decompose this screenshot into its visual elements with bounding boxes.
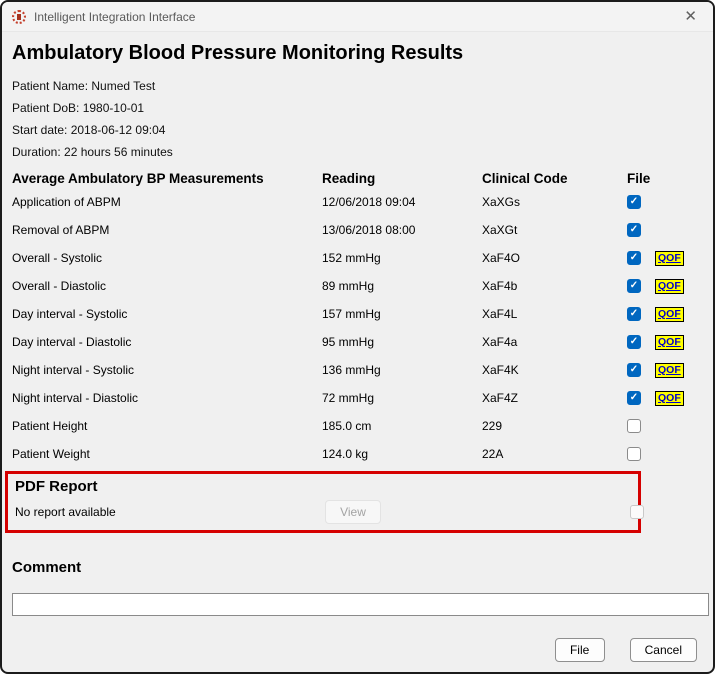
file-checkbox[interactable] (627, 419, 641, 433)
row-label: Night interval - Systolic (12, 363, 135, 377)
file-checkbox[interactable] (627, 195, 641, 209)
qof-badge: QOF (655, 306, 684, 322)
table-row: Day interval - Diastolic 95 mmHg XaF4a Q… (12, 328, 703, 356)
qof-badge: QOF (655, 250, 684, 266)
patient-name: Patient Name: Numed Test (12, 79, 156, 93)
comment-input[interactable] (12, 593, 709, 616)
row-file-cell: QOF (627, 250, 703, 266)
row-reading: 152 mmHg (322, 251, 381, 265)
row-reading: 13/06/2018 08:00 (322, 223, 416, 237)
pdf-report-section: PDF Report No report available View (5, 471, 644, 533)
col-clinical-code: Clinical Code (482, 170, 568, 186)
file-checkbox[interactable] (627, 363, 641, 377)
table-row: Day interval - Systolic 157 mmHg XaF4L Q… (12, 300, 703, 328)
row-clinical-code: XaF4L (482, 307, 518, 321)
row-reading: 136 mmHg (322, 363, 381, 377)
pdf-report-heading: PDF Report (15, 478, 98, 495)
table-header: Average Ambulatory BP Measurements Readi… (12, 168, 703, 188)
row-clinical-code: XaXGs (482, 195, 521, 209)
app-logo-icon (12, 9, 26, 24)
pdf-report-row: No report available View (15, 500, 644, 524)
table-row: Patient Weight 124.0 kg 22A (12, 440, 703, 468)
qof-badge: QOF (655, 362, 684, 378)
measurement-rows: Application of ABPM 12/06/2018 09:04 XaX… (12, 188, 703, 468)
table-row: Application of ABPM 12/06/2018 09:04 XaX… (12, 188, 703, 216)
row-file-cell (627, 447, 703, 461)
pdf-report-status: No report available (15, 505, 116, 519)
cancel-button[interactable]: Cancel (629, 638, 697, 662)
row-reading: 185.0 cm (322, 419, 372, 433)
col-file: File (627, 170, 651, 186)
qof-badge: QOF (655, 278, 684, 294)
file-checkbox[interactable] (627, 307, 641, 321)
row-file-cell (627, 419, 703, 433)
window-title: Intelligent Integration Interface (34, 9, 196, 24)
patient-info: Patient Name: Numed Test Patient DoB: 19… (12, 75, 703, 163)
row-file-cell: QOF (627, 306, 703, 322)
row-clinical-code: 22A (482, 447, 504, 461)
start-date: Start date: 2018-06-12 09:04 (12, 123, 166, 137)
qof-badge: QOF (655, 334, 684, 350)
file-checkbox[interactable] (627, 391, 641, 405)
row-file-cell (627, 223, 703, 237)
table-row: Night interval - Diastolic 72 mmHg XaF4Z… (12, 384, 703, 412)
duration: Duration: 22 hours 56 minutes (12, 145, 173, 159)
row-clinical-code: XaF4a (482, 335, 518, 349)
col-reading: Reading (322, 170, 376, 186)
row-label: Day interval - Systolic (12, 307, 128, 321)
qof-badge: QOF (655, 390, 684, 406)
comment-heading: Comment (12, 559, 82, 576)
row-file-cell: QOF (627, 390, 703, 406)
row-label: Night interval - Diastolic (12, 391, 139, 405)
row-label: Patient Height (12, 419, 88, 433)
file-checkbox[interactable] (627, 335, 641, 349)
row-label: Removal of ABPM (12, 223, 110, 237)
row-reading: 124.0 kg (322, 447, 369, 461)
close-icon[interactable]: ✕ (684, 8, 697, 25)
view-button[interactable]: View (325, 500, 381, 524)
patient-dob: Patient DoB: 1980-10-01 (12, 101, 145, 115)
file-checkbox[interactable] (627, 279, 641, 293)
row-file-cell: QOF (627, 334, 703, 350)
file-checkbox[interactable] (627, 223, 641, 237)
table-row: Patient Height 185.0 cm 229 (12, 412, 703, 440)
file-checkbox[interactable] (627, 447, 641, 461)
dialog-content: Ambulatory Blood Pressure Monitoring Res… (2, 32, 713, 672)
row-label: Patient Weight (12, 447, 90, 461)
row-clinical-code: XaF4Z (482, 391, 519, 405)
page-title: Ambulatory Blood Pressure Monitoring Res… (12, 42, 464, 64)
row-reading: 89 mmHg (322, 279, 375, 293)
row-label: Application of ABPM (12, 195, 121, 209)
table-row: Overall - Diastolic 89 mmHg XaF4b QOF (12, 272, 703, 300)
row-file-cell (627, 195, 703, 209)
row-file-cell: QOF (627, 362, 703, 378)
table-row: Night interval - Systolic 136 mmHg XaF4K… (12, 356, 703, 384)
row-clinical-code: XaXGt (482, 223, 518, 237)
row-label: Overall - Diastolic (12, 279, 107, 293)
row-label: Overall - Systolic (12, 251, 103, 265)
row-reading: 72 mmHg (322, 391, 375, 405)
row-clinical-code: XaF4K (482, 363, 519, 377)
row-label: Day interval - Diastolic (12, 335, 132, 349)
row-clinical-code: XaF4b (482, 279, 518, 293)
row-file-cell: QOF (627, 278, 703, 294)
row-clinical-code: XaF4O (482, 251, 521, 265)
row-reading: 95 mmHg (322, 335, 375, 349)
table-row: Overall - Systolic 152 mmHg XaF4O QOF (12, 244, 703, 272)
col-measurements: Average Ambulatory BP Measurements (12, 170, 264, 186)
file-checkbox[interactable] (627, 251, 641, 265)
title-bar: Intelligent Integration Interface ✕ (2, 2, 713, 32)
table-row: Removal of ABPM 13/06/2018 08:00 XaXGt (12, 216, 703, 244)
pdf-file-checkbox[interactable] (630, 505, 644, 519)
file-button[interactable]: File (554, 638, 605, 662)
row-reading: 157 mmHg (322, 307, 381, 321)
footer-actions: File Cancel (12, 638, 703, 662)
row-reading: 12/06/2018 09:04 (322, 195, 416, 209)
row-clinical-code: 229 (482, 419, 503, 433)
